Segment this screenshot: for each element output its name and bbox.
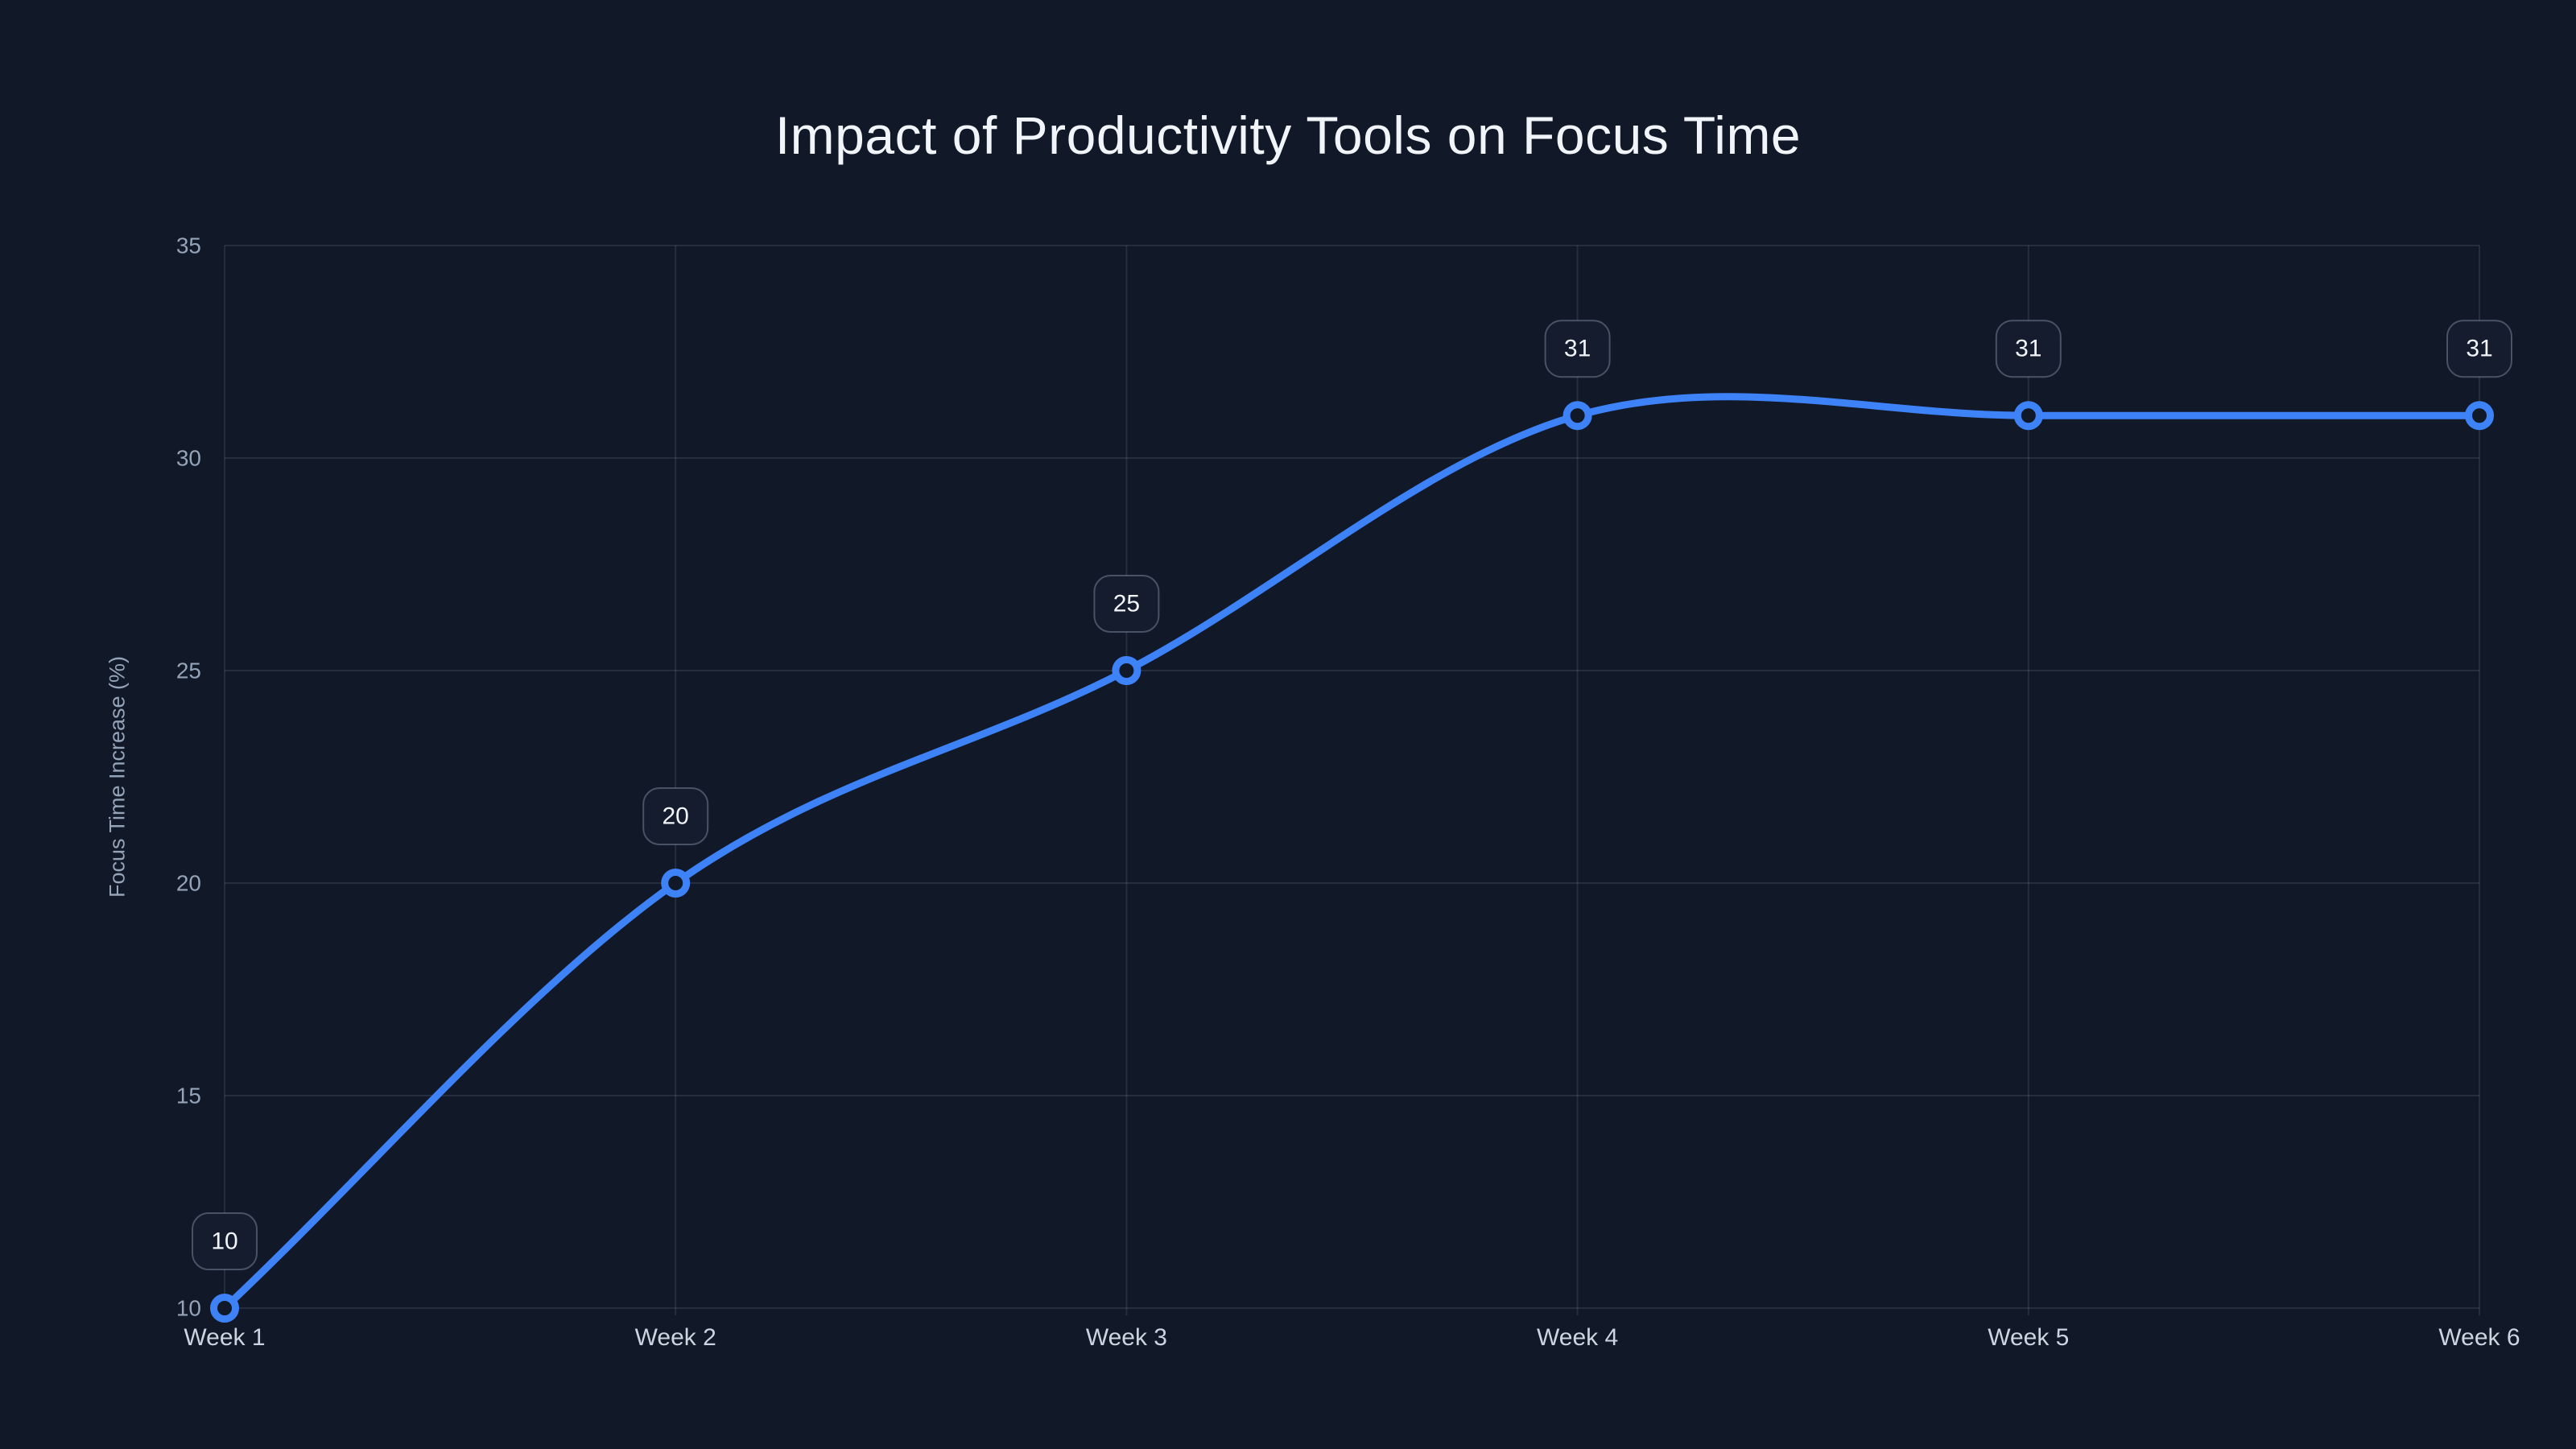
data-label-text: 20 xyxy=(663,803,689,830)
data-point-marker[interactable] xyxy=(1112,656,1141,685)
y-tick-label: 15 xyxy=(176,1084,201,1108)
y-tick-label: 20 xyxy=(176,871,201,896)
data-label-text: 31 xyxy=(1564,336,1591,362)
x-tick-label: Week 6 xyxy=(2438,1324,2520,1351)
data-label-box xyxy=(1995,320,2062,378)
x-tick-label: Week 1 xyxy=(184,1324,265,1351)
data-label-text: 25 xyxy=(1113,591,1140,617)
y-tick-label: 30 xyxy=(176,446,201,471)
x-tick-label: Week 5 xyxy=(1988,1324,2069,1351)
data-label-text: 10 xyxy=(211,1228,237,1255)
data-label-box xyxy=(642,787,709,845)
x-tick-label: Week 2 xyxy=(635,1324,716,1351)
data-label-box xyxy=(2446,320,2512,378)
data-point-marker[interactable] xyxy=(661,869,691,898)
focus-time-series-line xyxy=(221,393,2483,1312)
data-label-box xyxy=(1093,575,1160,633)
data-label-text: 31 xyxy=(2466,336,2492,362)
data-point-marker[interactable] xyxy=(2013,401,2043,431)
data-point-marker[interactable] xyxy=(1563,401,1592,431)
data-point-marker[interactable] xyxy=(2465,401,2494,431)
x-tick-label: Week 3 xyxy=(1086,1324,1167,1351)
data-label-text: 31 xyxy=(2015,336,2041,362)
chart-title: Impact of Productivity Tools on Focus Ti… xyxy=(774,105,1802,165)
data-label-box xyxy=(1544,320,1611,378)
data-label-box xyxy=(192,1212,258,1270)
y-tick-label: 25 xyxy=(176,658,201,683)
y-tick-label: 35 xyxy=(176,233,201,258)
x-tick-label: Week 4 xyxy=(1537,1324,1618,1351)
y-tick-label: 10 xyxy=(176,1296,201,1321)
data-point-marker[interactable] xyxy=(210,1294,239,1323)
